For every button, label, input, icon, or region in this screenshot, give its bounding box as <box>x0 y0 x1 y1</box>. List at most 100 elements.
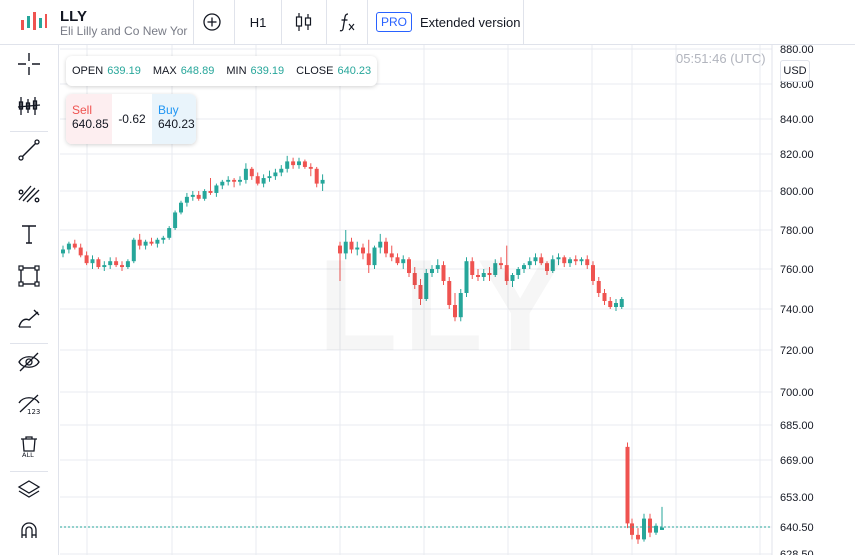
candle-body <box>131 239 136 262</box>
candle-body <box>291 161 296 166</box>
candle-body <box>355 247 360 250</box>
candle-body <box>267 176 272 179</box>
candle-body <box>366 253 371 266</box>
candle-body <box>608 301 613 307</box>
candle-body <box>349 241 354 250</box>
hide-drawings-tool[interactable] <box>14 347 44 377</box>
trade-widget: Sell 640.85 -0.62 Buy 640.23 <box>66 94 196 144</box>
layers-tool[interactable] <box>14 475 44 505</box>
candle-body <box>120 265 124 268</box>
toolbar-divider <box>10 343 48 344</box>
spread-value: -0.62 <box>118 112 146 126</box>
candles-icon <box>295 13 312 31</box>
indicators-icon <box>17 97 41 115</box>
y-tick-label: 860.00 <box>780 79 814 91</box>
candle-body <box>602 293 607 301</box>
candle-body <box>302 161 307 167</box>
candle-body <box>568 259 572 264</box>
candle-body <box>102 265 107 268</box>
candle-body <box>510 275 515 281</box>
candle-body <box>573 259 578 262</box>
buy-label: Buy <box>158 103 179 117</box>
y-tick-label: 820.00 <box>780 149 814 161</box>
buy-button[interactable]: Buy 640.23 <box>152 94 196 144</box>
brush-tool[interactable] <box>14 303 44 333</box>
candle-body <box>556 257 561 260</box>
candle-body <box>630 523 634 535</box>
fib-tool[interactable] <box>14 177 44 207</box>
delete-all-tool[interactable]: ALL <box>14 431 44 461</box>
toolbar-divider <box>10 471 48 472</box>
y-tick-label: 840.00 <box>780 114 814 126</box>
symbol-ticker[interactable]: LLY <box>60 8 87 25</box>
magnet-tool[interactable] <box>14 517 44 547</box>
candle-body <box>464 261 469 293</box>
hide-indicators-tool[interactable]: 123 <box>14 389 44 419</box>
candle-body <box>208 191 213 193</box>
candle-body <box>458 293 463 318</box>
extended-version-button[interactable]: PRO Extended version <box>376 0 522 44</box>
candle-body <box>545 263 549 271</box>
candle-body <box>441 265 446 281</box>
y-tick-label: 685.00 <box>780 420 814 432</box>
text-tool[interactable] <box>14 219 44 249</box>
candle-body <box>361 247 365 254</box>
candle-body <box>493 263 498 275</box>
extended-version-label: Extended version <box>420 14 521 30</box>
function-icon <box>339 13 355 32</box>
pro-badge: PRO <box>376 12 413 32</box>
rectangle-tool[interactable] <box>14 261 44 291</box>
toolbar-divider <box>193 0 194 44</box>
y-tick-label: 700.00 <box>780 387 814 399</box>
candle-body <box>384 241 388 254</box>
candle-body <box>261 178 266 184</box>
candle-body <box>522 265 526 269</box>
candle-body <box>161 237 166 240</box>
y-tick-label: 880.00 <box>780 45 814 56</box>
candle-body <box>401 259 406 264</box>
crosshair-tool[interactable] <box>14 49 44 79</box>
add-symbol-button[interactable] <box>194 0 230 44</box>
candle-body <box>591 265 595 281</box>
candle-body <box>226 179 231 182</box>
y-tick-label: 640.50 <box>780 522 814 534</box>
chart-type-button[interactable] <box>284 0 324 44</box>
candle-body <box>476 275 480 277</box>
candle-body <box>516 269 521 275</box>
sell-label: Sell <box>72 103 93 117</box>
timeframe-button[interactable]: H1 <box>249 14 267 30</box>
candle-body <box>407 259 411 273</box>
candle-body <box>654 525 658 533</box>
candle-body <box>255 176 260 184</box>
candle-body <box>504 265 509 281</box>
fib-icon <box>18 185 40 203</box>
candle-body <box>579 259 584 262</box>
indicators-button[interactable] <box>328 0 366 44</box>
close-label: CLOSE <box>296 65 334 77</box>
candle-body <box>184 196 189 203</box>
candle-body <box>378 241 383 248</box>
candle-body <box>418 285 423 299</box>
sell-button[interactable]: Sell 640.85 <box>66 94 112 144</box>
symbol-watermark: LLY <box>318 230 570 380</box>
candle-body <box>343 241 348 254</box>
min-value: 639.19 <box>250 65 285 77</box>
hide-123-icon: 123 <box>18 394 40 416</box>
top-toolbar: LLY Eli Lilly and Co New York H1 PRO Ext… <box>0 0 855 45</box>
currency-button[interactable]: USD <box>780 60 810 82</box>
candle-body <box>96 259 101 268</box>
open-label: OPEN <box>72 65 104 77</box>
candle-body <box>470 261 475 275</box>
trend-line-tool[interactable] <box>14 135 44 165</box>
brush-icon <box>18 309 40 328</box>
indicators-tool[interactable] <box>14 91 44 121</box>
candle-body <box>179 202 183 213</box>
candle-body <box>648 518 652 533</box>
candle-body <box>539 257 544 264</box>
candle-body <box>625 446 630 524</box>
candle-body <box>84 255 89 264</box>
candle-body <box>412 273 417 285</box>
candle-body <box>167 228 172 238</box>
y-tick-label: 740.00 <box>780 304 814 316</box>
candle-body <box>143 241 148 246</box>
